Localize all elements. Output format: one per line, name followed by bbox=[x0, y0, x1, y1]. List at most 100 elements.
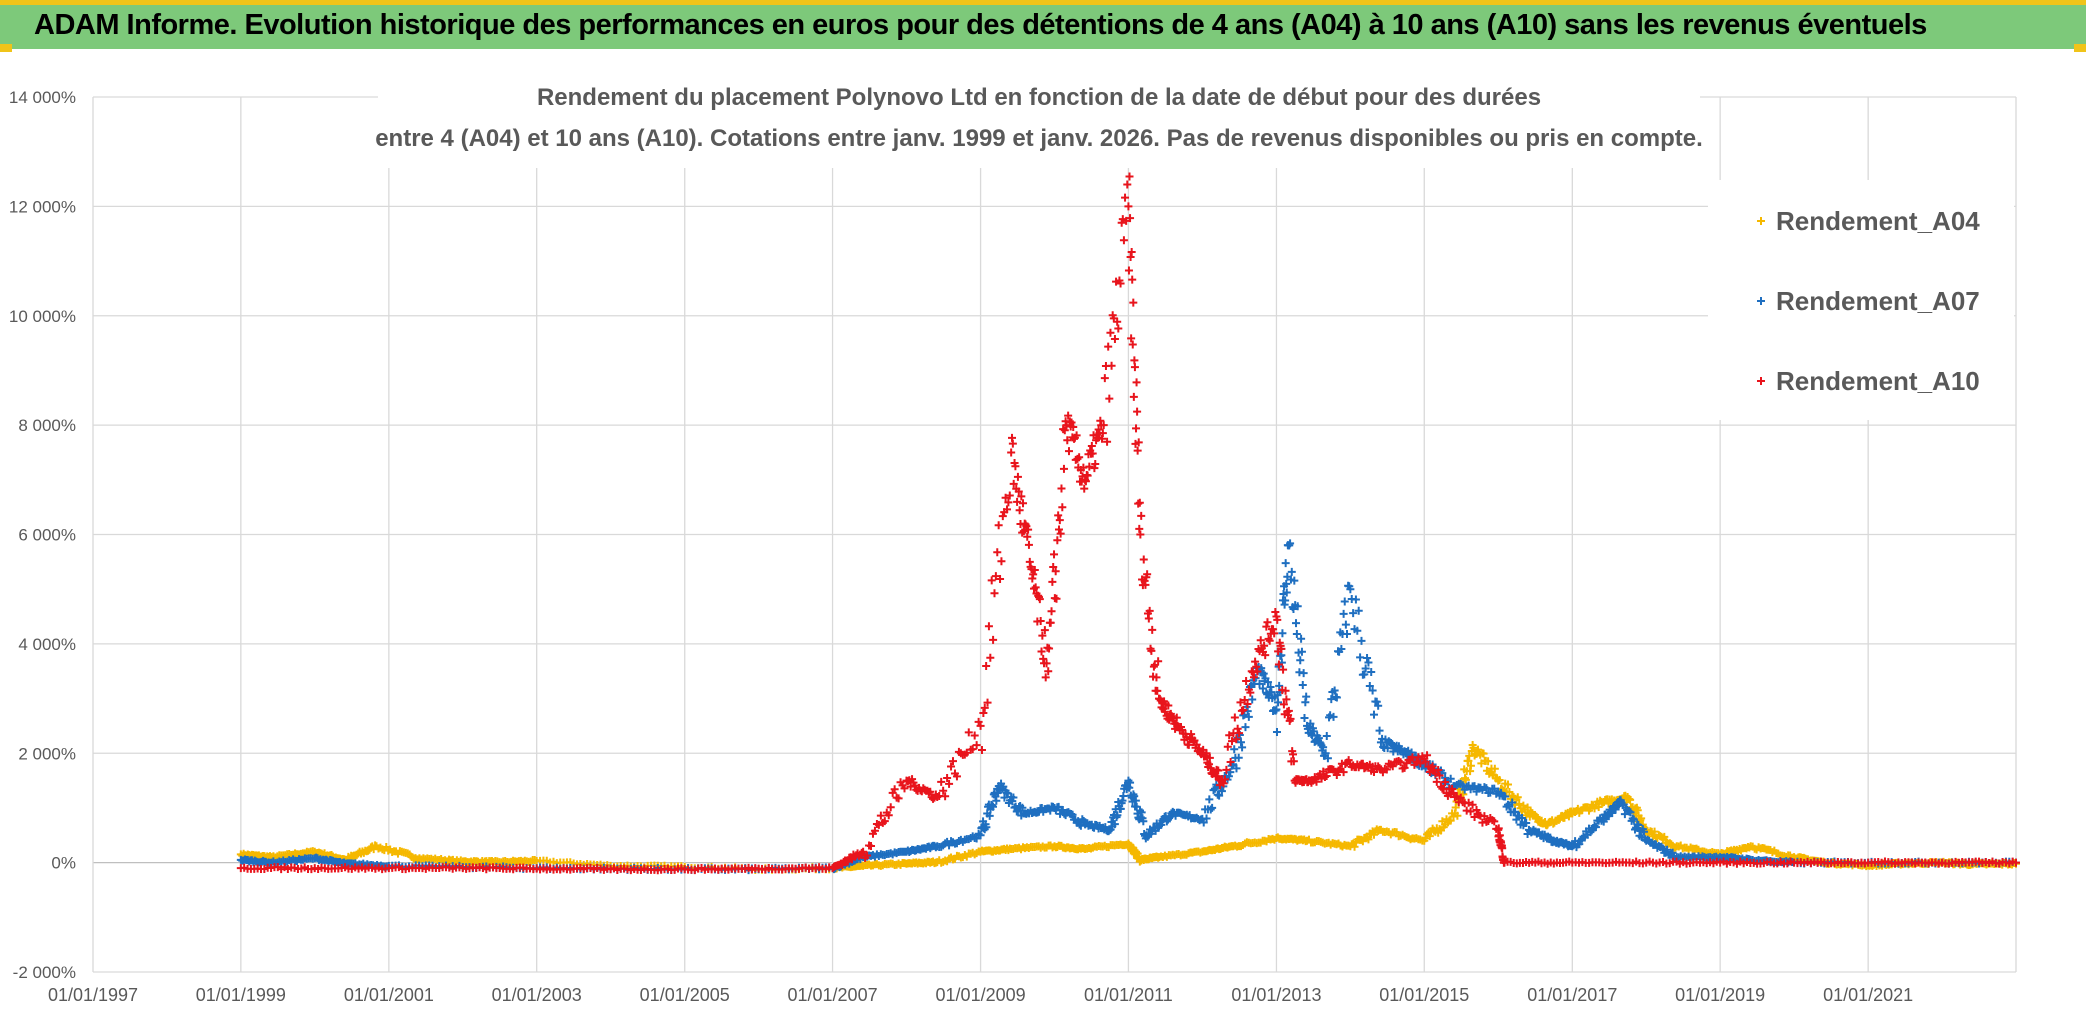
x-tick-label: 01/01/2001 bbox=[344, 985, 434, 1005]
data-point bbox=[1505, 802, 1514, 811]
data-point bbox=[970, 731, 979, 740]
data-point bbox=[1277, 644, 1286, 653]
data-point bbox=[1107, 361, 1116, 370]
data-point bbox=[1051, 567, 1060, 576]
corner-accent-left bbox=[0, 44, 12, 52]
data-point bbox=[1468, 800, 1477, 809]
data-point bbox=[1289, 757, 1298, 766]
data-point bbox=[1233, 724, 1242, 733]
data-point bbox=[1255, 679, 1264, 688]
data-point bbox=[870, 826, 879, 835]
data-point bbox=[1056, 529, 1065, 538]
y-tick-label: 4 000% bbox=[18, 635, 76, 654]
data-point bbox=[1147, 646, 1156, 655]
data-point bbox=[1134, 438, 1143, 447]
data-point bbox=[989, 635, 998, 644]
data-point bbox=[1011, 462, 1020, 471]
data-point bbox=[1323, 754, 1332, 763]
data-point bbox=[1248, 695, 1257, 704]
data-point bbox=[1490, 764, 1499, 773]
y-tick-label: 0% bbox=[51, 854, 76, 873]
data-point bbox=[1029, 570, 1038, 579]
data-point bbox=[1252, 662, 1261, 671]
data-point bbox=[1226, 757, 1235, 766]
data-point bbox=[982, 662, 991, 671]
data-point bbox=[1361, 664, 1370, 673]
y-tick-label: 2 000% bbox=[18, 744, 76, 763]
data-point bbox=[1372, 697, 1381, 706]
x-tick-label: 01/01/2009 bbox=[936, 985, 1026, 1005]
data-point bbox=[1660, 832, 1669, 841]
data-point bbox=[1040, 626, 1049, 635]
page-title: ADAM Informe. Evolution historique des p… bbox=[34, 9, 1927, 41]
data-point bbox=[1434, 766, 1443, 775]
data-point bbox=[1073, 454, 1082, 463]
legend-marker bbox=[1757, 217, 1765, 225]
data-point bbox=[1663, 845, 1672, 854]
data-point bbox=[1110, 335, 1119, 344]
data-point bbox=[1024, 525, 1033, 534]
data-point bbox=[939, 786, 948, 795]
chart-title-background bbox=[378, 78, 1700, 168]
data-point bbox=[1060, 426, 1069, 435]
data-point bbox=[1018, 803, 1027, 812]
data-point bbox=[1306, 719, 1315, 728]
data-point bbox=[1141, 580, 1150, 589]
data-point bbox=[1019, 499, 1028, 508]
data-point bbox=[1130, 792, 1139, 801]
data-point bbox=[1274, 698, 1283, 707]
data-point bbox=[1396, 758, 1405, 767]
data-point bbox=[1113, 317, 1122, 326]
data-point bbox=[937, 777, 946, 786]
data-point bbox=[1339, 609, 1348, 618]
data-point bbox=[1289, 750, 1298, 759]
data-point bbox=[1286, 539, 1295, 548]
data-point bbox=[1042, 659, 1051, 668]
data-point bbox=[1049, 563, 1058, 572]
data-point bbox=[1292, 619, 1301, 628]
data-point bbox=[1340, 597, 1349, 606]
data-point bbox=[1132, 378, 1141, 387]
data-point bbox=[1128, 340, 1137, 349]
data-point bbox=[1281, 559, 1290, 568]
data-point bbox=[1658, 844, 1667, 853]
data-point bbox=[1349, 609, 1358, 618]
x-axis-ticks: 01/01/1997 01/01/1999 01/01/2001 01/01/2003… bbox=[48, 985, 1913, 1005]
data-point bbox=[1453, 811, 1462, 820]
data-point bbox=[1048, 577, 1057, 586]
legend-marker bbox=[1757, 297, 1765, 305]
data-point bbox=[1484, 757, 1493, 766]
data-point bbox=[1321, 749, 1330, 758]
data-point bbox=[1400, 763, 1409, 772]
data-point bbox=[1302, 692, 1311, 701]
data-point bbox=[1236, 698, 1245, 707]
data-point bbox=[1015, 506, 1024, 515]
data-point bbox=[1137, 511, 1146, 520]
data-point bbox=[1259, 669, 1268, 678]
data-point bbox=[1017, 492, 1026, 501]
data-point bbox=[1068, 810, 1077, 819]
data-point bbox=[857, 848, 866, 857]
data-point bbox=[1088, 449, 1097, 458]
data-point bbox=[1351, 595, 1360, 604]
data-point bbox=[1114, 324, 1123, 333]
data-point bbox=[1287, 567, 1296, 576]
data-point bbox=[1441, 778, 1450, 787]
data-point bbox=[1041, 673, 1050, 682]
header-banner: ADAM Informe. Evolution historique des p… bbox=[0, 0, 2086, 52]
data-point bbox=[1309, 727, 1318, 736]
data-point bbox=[1508, 798, 1517, 807]
data-point bbox=[1002, 505, 1011, 514]
data-point bbox=[1091, 459, 1100, 468]
data-point bbox=[1098, 429, 1107, 438]
data-point bbox=[947, 762, 956, 771]
data-point bbox=[1225, 731, 1234, 740]
data-point bbox=[1286, 714, 1295, 723]
data-point bbox=[1591, 823, 1600, 832]
data-point bbox=[983, 698, 992, 707]
data-point bbox=[1058, 503, 1067, 512]
data-point bbox=[1282, 579, 1291, 588]
data-point bbox=[1144, 614, 1153, 623]
data-point bbox=[1263, 678, 1272, 687]
